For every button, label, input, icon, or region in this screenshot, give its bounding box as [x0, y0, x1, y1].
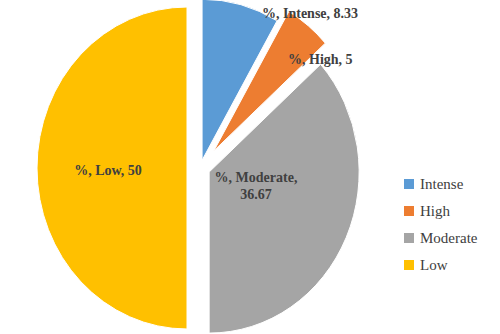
pie-slice [37, 7, 187, 329]
legend-swatch [404, 206, 414, 216]
pie [37, 0, 359, 333]
legend-swatch [404, 179, 414, 189]
legend-swatch [404, 233, 414, 243]
data-label: %, Intense, 8.33 [262, 6, 358, 21]
legend-label: Low [420, 257, 448, 273]
legend-label: Moderate [420, 230, 478, 246]
data-label: %, Low, 50 [74, 163, 142, 178]
chart: %, Intense, 8.33 %, High, 5 %, Moderate,36… [0, 0, 500, 334]
legend-swatch [404, 260, 414, 270]
legend: Intense High Moderate Low [404, 176, 478, 273]
legend-label: High [420, 203, 451, 219]
legend-label: Intense [420, 176, 464, 192]
pie-slice [209, 64, 359, 333]
data-label: %, Moderate,36.67 [215, 170, 298, 202]
data-label: %, High, 5 [288, 52, 353, 67]
